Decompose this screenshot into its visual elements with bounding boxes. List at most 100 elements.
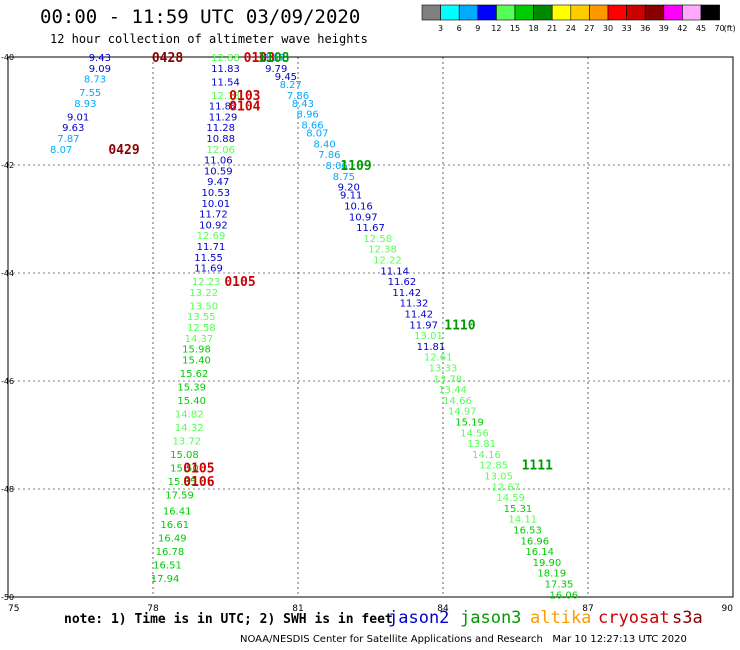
data-point: 17.59 [165,490,194,501]
colorbar-swatch [421,4,441,21]
time-label: 0103 [229,89,260,104]
legend-cryosat: cryosat [598,608,670,628]
data-point: 16.41 [163,507,192,518]
data-point: 8.67 [263,53,285,64]
data-point: 12.06 [206,145,235,156]
legend-s3a: s3a [672,608,703,628]
data-point: 12.38 [368,245,397,256]
y-tick-label: -42 [1,161,14,170]
data-point: 12.67 [492,482,521,493]
data-point: 15.98 [182,345,211,356]
data-point: 8.96 [297,110,319,121]
colorbar-swatch [570,4,590,21]
colorbar-swatch [589,4,609,21]
colorbar-swatch [551,4,572,21]
data-point: 19.90 [533,558,562,569]
colorbar-tick-label: 27 [584,24,594,33]
data-point: 13.33 [429,364,458,375]
data-point: 10.01 [202,199,231,210]
data-point: 16.53 [513,526,542,537]
colorbar-tick-label: 6 [457,24,462,33]
legend-altika: altika [530,608,592,628]
data-point: 10.16 [344,202,373,213]
data-point: 9.20 [338,183,360,194]
data-point: 18.19 [537,569,566,580]
data-point: 9.11 [340,191,362,202]
colorbar-tick-label: 36 [640,24,650,33]
time-label: 0105 [224,275,255,290]
data-point: 11.67 [356,223,385,234]
data-point: 15.50 [170,463,199,474]
data-point: 10.53 [202,188,231,199]
data-point: 14.56 [460,428,489,439]
colorbar-tick-label: 15 [510,24,520,33]
colorbar-tick-label: 45 [696,24,706,33]
legend-jason3: jason3 [460,608,522,628]
data-point: 12.88 [211,53,240,64]
data-point: 8.27 [280,80,302,91]
data-point: 14.16 [472,450,501,461]
chart-points: 9.439.098.737.558.939.019.637.878.0712.8… [50,53,578,601]
time-label: 1108 [258,51,289,66]
data-point: 12.58 [363,234,392,245]
colorbar-tick-label: 70 [715,24,725,33]
data-point: 8.43 [292,99,314,110]
data-point: 11.54 [211,77,240,88]
data-point: 7.55 [79,88,101,99]
data-point: 11.97 [409,320,438,331]
data-point: 16.14 [525,547,554,558]
data-point: 13.50 [189,301,218,312]
data-point: 7.87 [57,134,79,145]
y-tick-label: -50 [1,593,14,602]
data-point: 12.69 [197,231,226,242]
data-point: 14.82 [175,409,204,420]
legend-jason2: jason2 [388,608,450,628]
data-point: 7.86 [318,150,340,161]
credit-line: NOAA/NESDIS Center for Satellite Applica… [240,634,687,645]
colorbar-tick-label: 12 [491,24,501,33]
time-label: 1111 [522,459,553,474]
y-tick-label: -48 [1,485,14,494]
data-point: 12.23 [192,277,221,288]
data-point: 15.40 [177,396,206,407]
colorbar-tick-label: 18 [529,24,539,33]
time-label: 0429 [108,143,139,158]
data-point: 10.97 [349,212,378,223]
data-point: 14.97 [448,407,477,418]
data-point: 13.81 [467,439,496,450]
page-title: 00:00 - 11:59 UTC 03/09/2020 [40,6,361,28]
colorbar-tick-label: 33 [622,24,632,33]
data-point: 16.06 [550,590,579,601]
data-point: 9.63 [62,123,84,134]
data-point: 17.94 [151,574,180,585]
data-point: 8.73 [84,75,106,86]
data-point: 9.43 [89,53,111,64]
data-point: 11.32 [400,299,429,310]
data-point: 11.06 [204,156,233,167]
x-tick-label: 75 [8,604,19,614]
data-point: 12.61 [424,353,453,364]
data-point: 16.78 [156,547,185,558]
time-label: 0105 [183,461,214,476]
y-tick-label: -46 [1,377,14,386]
data-point: 10.59 [204,166,233,177]
time-label: 0103 [244,51,275,66]
plot-frame [7,56,734,598]
data-point: 16.49 [158,534,187,545]
chart-axes: 75 78 81 84 87 90 -40 -42 -44 -46 -48 -50 [1,53,734,614]
data-point: 13.44 [438,385,467,396]
data-point: 14.11 [508,515,537,526]
data-point: 15.19 [455,418,484,429]
data-point: 12.58 [187,323,216,334]
colorbar-swatch [458,4,479,21]
colorbar-tick-label: 39 [659,24,669,33]
data-point: 8.40 [313,139,335,150]
data-point: 9.45 [275,72,297,83]
data-point: 14.37 [185,334,214,345]
colorbar: 3 6 9 12 15 18 21 24 27 30 33 36 39 42 45 70(ft) [421,4,736,33]
data-point: 15.62 [180,369,209,380]
data-point: 11.42 [405,310,434,321]
x-tick-label: 90 [722,604,734,614]
data-point: 11.82 [209,102,238,113]
